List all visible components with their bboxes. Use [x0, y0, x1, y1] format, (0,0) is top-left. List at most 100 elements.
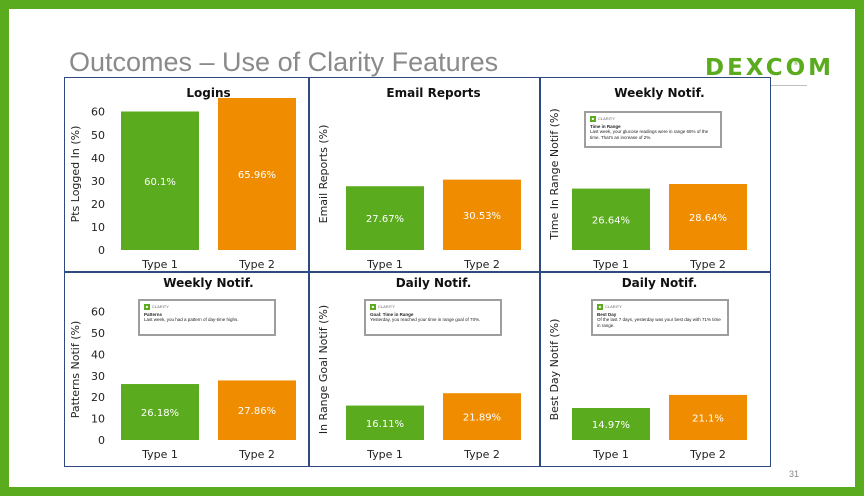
dexcom-logo: DEXCOM — [705, 55, 835, 81]
y-axis-label: Patterns Notif (%) — [69, 321, 82, 419]
chart-panel-1: Logins Pts Logged In (%) 0 10 20 30 40 50 60 60.1… — [64, 77, 309, 272]
chart-svg: Daily Notif. In Range Goal Notif (%) 16.11… — [317, 276, 521, 461]
y-tick-label: 30 — [91, 175, 105, 188]
x-tick-label: Type 1 — [592, 448, 629, 461]
chart-svg: Daily Notif. Best Day Notif (%) 14.97% Type… — [548, 276, 747, 461]
data-label: 65.96% — [238, 170, 276, 181]
bar-type2 — [669, 184, 747, 250]
y-tick-label: 20 — [91, 391, 105, 404]
clarity-app-icon: ■ — [590, 115, 596, 122]
y-tick-label: 40 — [91, 152, 105, 165]
clarity-app-icon: ■ — [370, 303, 376, 310]
notification-title: Best Day — [597, 312, 617, 317]
notification-title: Time in Range — [590, 124, 621, 129]
notification-body: Last week, your glucose readings were in… — [590, 129, 709, 140]
notification-body: Last week, you had a pattern of day-time… — [144, 317, 239, 322]
data-label: 60.1% — [144, 177, 176, 188]
notification-card: ■ CLARITY Best Day Of the last 7 days, yest… — [591, 299, 729, 336]
y-axis-label: Time In Range Notif (%) — [548, 108, 561, 240]
x-tick-label: Type 2 — [463, 258, 500, 271]
data-label: 14.97% — [592, 420, 630, 431]
y-tick-label: 50 — [91, 327, 105, 340]
chart-panel-2: Email Reports Email Reports (%) 27.67% Type… — [309, 77, 540, 272]
bar-type2 — [669, 394, 747, 440]
y-tick-label: 10 — [91, 413, 105, 426]
y-tick-label: 0 — [98, 434, 105, 447]
data-label: 28.64% — [689, 213, 727, 224]
chart-title: Daily Notif. — [396, 276, 472, 290]
chart-svg: Logins Pts Logged In (%) 0 10 20 30 40 50 60 60.1… — [69, 86, 296, 271]
slide-title: Outcomes – Use of Clarity Features — [69, 47, 499, 77]
y-tick-label: 20 — [91, 198, 105, 211]
notification-app: CLARITY — [598, 116, 615, 121]
y-tick-label: 0 — [98, 244, 105, 257]
clarity-app-icon: ■ — [144, 303, 150, 310]
notification-app: CLARITY — [152, 304, 169, 309]
chart-panel-5: Daily Notif. In Range Goal Notif (%) 16.11… — [309, 272, 540, 467]
bar-type2 — [218, 380, 296, 440]
bar-type1 — [121, 111, 199, 250]
notification-body: Yesterday, you reached your time in rang… — [370, 317, 481, 322]
chart-title: Weekly Notif. — [614, 86, 704, 100]
bar-type1 — [346, 405, 424, 440]
x-tick-label: Type 1 — [141, 258, 178, 271]
x-tick-label: Type 1 — [366, 258, 403, 271]
y-axis-label: Best Day Notif (%) — [548, 319, 561, 421]
data-label: 16.11% — [366, 419, 404, 430]
bar-type2 — [218, 98, 296, 250]
y-tick-label: 10 — [91, 221, 105, 234]
logo-registered-mark: ® — [793, 60, 799, 67]
notification-body: Of the last 7 days, yesterday was your b… — [597, 317, 721, 328]
notification-header: ■ CLARITY — [144, 303, 270, 310]
notification-title: Goal: Time in Range — [370, 312, 414, 317]
data-label: 30.53% — [463, 211, 501, 222]
x-tick-label: Type 2 — [463, 448, 500, 461]
data-label: 21.89% — [463, 413, 501, 424]
data-label: 26.18% — [141, 408, 179, 419]
bar-type2 — [443, 179, 521, 250]
y-tick-label: 60 — [91, 306, 105, 319]
y-axis-label: Pts Logged In (%) — [69, 126, 82, 223]
chart-panel-3: Weekly Notif. Time In Range Notif (%) 26.6… — [540, 77, 771, 272]
bar-type1 — [121, 384, 199, 440]
chart-title: Weekly Notif. — [163, 276, 253, 290]
notification-header: ■ CLARITY — [597, 303, 723, 310]
data-label: 26.64% — [592, 215, 630, 226]
x-tick-label: Type 1 — [366, 448, 403, 461]
data-label: 27.86% — [238, 406, 276, 417]
x-tick-label: Type 2 — [238, 448, 275, 461]
chart-title: Logins — [186, 86, 230, 100]
y-tick-label: 40 — [91, 348, 105, 361]
notification-card: ■ CLARITY Time in Range Last week, your glu… — [584, 111, 722, 148]
x-tick-label: Type 2 — [689, 258, 726, 271]
chart-svg: Weekly Notif. Patterns Notif (%) 0 10 20 30 40… — [69, 276, 296, 461]
notification-header: ■ CLARITY — [370, 303, 496, 310]
chart-svg: Email Reports Email Reports (%) 27.67% Type… — [317, 86, 521, 271]
clarity-app-icon: ■ — [597, 303, 603, 310]
chart-panel-4: Weekly Notif. Patterns Notif (%) 0 10 20 30 40… — [64, 272, 309, 467]
notification-card: ■ CLARITY Patterns Last week, you had a pat… — [138, 299, 276, 336]
x-tick-label: Type 2 — [238, 258, 275, 271]
x-tick-label: Type 1 — [141, 448, 178, 461]
chart-panel-6: Daily Notif. Best Day Notif (%) 14.97% Type… — [540, 272, 771, 467]
notification-app: CLARITY — [378, 304, 395, 309]
bar-type1 — [572, 407, 650, 440]
chart-title: Daily Notif. — [622, 276, 698, 290]
y-tick-label: 30 — [91, 370, 105, 383]
y-tick-label: 60 — [91, 106, 105, 119]
notification-app: CLARITY — [605, 304, 622, 309]
notification-card: ■ CLARITY Goal: Time in Range Yesterday, yo… — [364, 299, 502, 336]
notification-title: Patterns — [144, 312, 163, 317]
bar-type1 — [346, 186, 424, 250]
data-label: 27.67% — [366, 214, 404, 225]
x-tick-label: Type 1 — [592, 258, 629, 271]
page-number: 31 — [789, 469, 800, 479]
y-axis-label: In Range Goal Notif (%) — [317, 305, 330, 434]
bar-type1 — [572, 188, 650, 250]
chart-svg: Weekly Notif. Time In Range Notif (%) 26.6… — [548, 86, 747, 271]
notification-header: ■ CLARITY — [590, 115, 716, 122]
x-tick-label: Type 2 — [689, 448, 726, 461]
y-axis-label: Email Reports (%) — [317, 125, 330, 224]
bar-type2 — [443, 393, 521, 440]
data-label: 21.1% — [692, 413, 724, 424]
